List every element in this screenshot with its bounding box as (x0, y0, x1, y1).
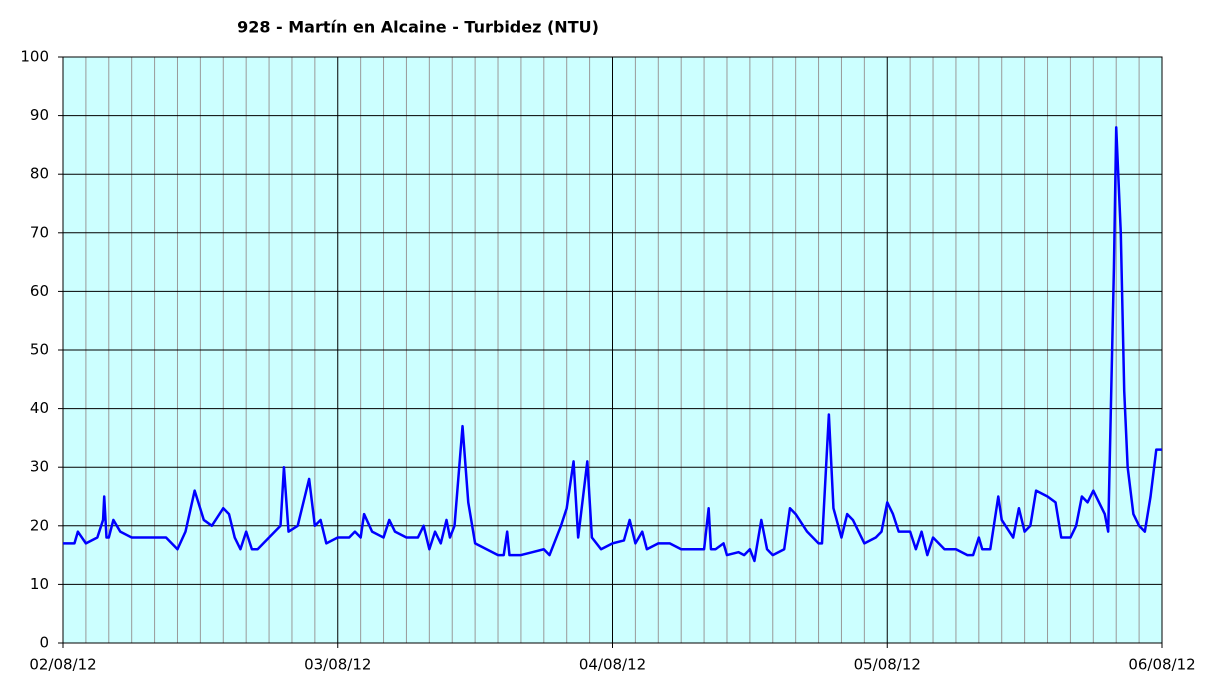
y-tick-label: 40 (30, 399, 49, 417)
y-tick-label: 30 (30, 458, 49, 476)
y-tick-label: 50 (30, 341, 49, 359)
chart-title: 928 - Martín en Alcaine - Turbidez (NTU) (237, 18, 599, 37)
y-tick-label: 70 (30, 223, 49, 241)
x-tick-label: 04/08/12 (579, 656, 646, 674)
data-line (63, 126, 1162, 563)
y-tick-label: 0 (39, 634, 49, 652)
y-tick-label: 10 (30, 575, 49, 593)
y-tick-label: 80 (30, 165, 49, 183)
y-tick-label: 60 (30, 282, 49, 300)
x-tick-label: 06/08/12 (1128, 656, 1195, 674)
x-tick-label: 03/08/12 (304, 656, 371, 674)
y-tick-label: 100 (20, 48, 49, 66)
x-tick-label: 05/08/12 (854, 656, 921, 674)
y-tick-label: 90 (30, 106, 49, 124)
y-tick-label: 20 (30, 516, 49, 534)
x-tick-label: 02/08/12 (29, 656, 96, 674)
plot-frame (62, 56, 1163, 644)
